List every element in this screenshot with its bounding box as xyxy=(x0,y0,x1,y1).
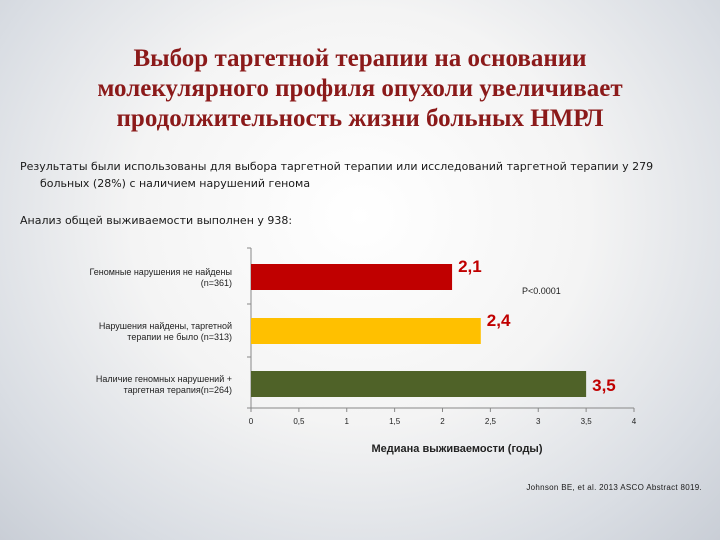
slide-title: Выбор таргетной терапии на основании мол… xyxy=(40,44,680,134)
title-line-3: продолжительность жизни больных НМРЛ xyxy=(116,105,604,132)
bar-0 xyxy=(251,264,453,290)
x-tick-label: 0 xyxy=(249,417,254,426)
analysis-text: Анализ общей выживаемости выполнен у 938… xyxy=(20,214,293,227)
bar-1 xyxy=(251,318,481,344)
x-tick-label: 3,5 xyxy=(581,417,593,426)
bar-value-label: 3,5 xyxy=(592,376,616,395)
category-label: Нарушения найдены, таргетной xyxy=(99,321,232,331)
bar-2 xyxy=(251,371,587,397)
intro-line-1: Результаты были использованы для выбора … xyxy=(20,160,654,173)
bar-value-label: 2,4 xyxy=(487,311,511,330)
x-tick-label: 4 xyxy=(632,417,637,426)
category-label: Наличие геномных нарушений + xyxy=(96,374,232,384)
category-label: Геномные нарушения не найдены xyxy=(89,267,232,277)
bar-value-label: 2,1 xyxy=(458,257,482,276)
category-label: таргетная терапия(n=264) xyxy=(124,385,232,395)
reference-citation: Johnson BE, et al. 2013 ASCO Abstract 80… xyxy=(526,483,702,492)
category-label: (n=361) xyxy=(201,278,232,288)
x-tick-label: 2,5 xyxy=(485,417,497,426)
x-axis-title: Медиана выживаемости (годы) xyxy=(372,443,543,455)
p-value-annotation: P<0.0001 xyxy=(522,286,561,296)
title-line-1: Выбор таргетной терапии на основании xyxy=(133,45,587,72)
intro-paragraph: Результаты были использованы для выбора … xyxy=(20,158,700,192)
category-label: терапии не было (n=313) xyxy=(127,332,232,342)
intro-line-2: больных (28%) с наличием нарушений геном… xyxy=(40,177,311,190)
x-tick-label: 3 xyxy=(536,417,541,426)
x-tick-label: 1 xyxy=(345,417,350,426)
title-line-2: молекулярного профиля опухоли увеличивае… xyxy=(97,75,623,102)
survival-bar-chart: 0 0,5 1 1,5 2 2,5 3 3,5 4 2,1 Геномные нарушения н… xyxy=(89,247,637,455)
x-tick-label: 0,5 xyxy=(293,417,305,426)
x-tick-label: 2 xyxy=(440,417,445,426)
x-tick-label: 1,5 xyxy=(389,417,401,426)
